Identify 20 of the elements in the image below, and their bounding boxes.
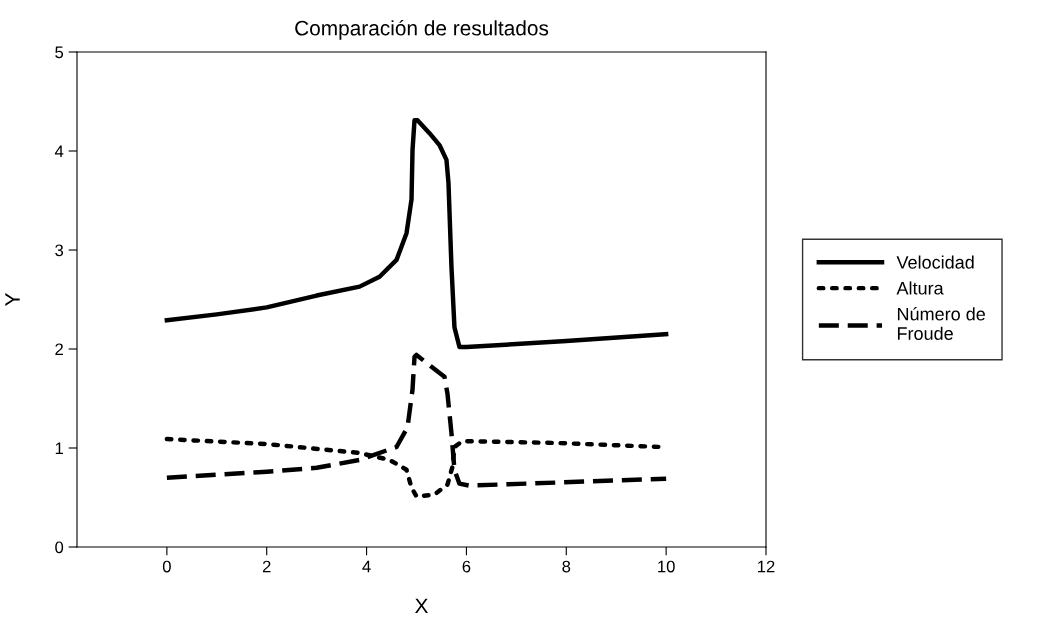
x-axis-title: X [415, 598, 429, 614]
y-tick-label: 0 [55, 541, 64, 554]
x-tick-label: 6 [462, 560, 471, 573]
x-tick-label: 8 [562, 560, 571, 573]
x-tick-label: 2 [262, 560, 271, 573]
y-tick-label: 1 [55, 442, 63, 455]
legend-label: Altura [896, 281, 944, 295]
x-tick-label: 0 [162, 560, 171, 573]
legend-label: Número de Froude [897, 307, 985, 340]
y-tick-label: 5 [55, 46, 64, 59]
y-tick-label: 4 [54, 145, 64, 158]
y-tick-label: 3 [55, 244, 64, 257]
x-tick-label: 4 [362, 560, 371, 573]
line-series [164, 118, 669, 350]
x-tick-label: 12 [758, 560, 775, 573]
x-tick-label: 10 [658, 560, 675, 573]
legend-label: Velocidad [896, 255, 974, 269]
y-tick-label: 2 [55, 343, 63, 356]
y-axis-title: Y [5, 293, 20, 306]
chart-title: Comparación de resultados [295, 19, 549, 40]
